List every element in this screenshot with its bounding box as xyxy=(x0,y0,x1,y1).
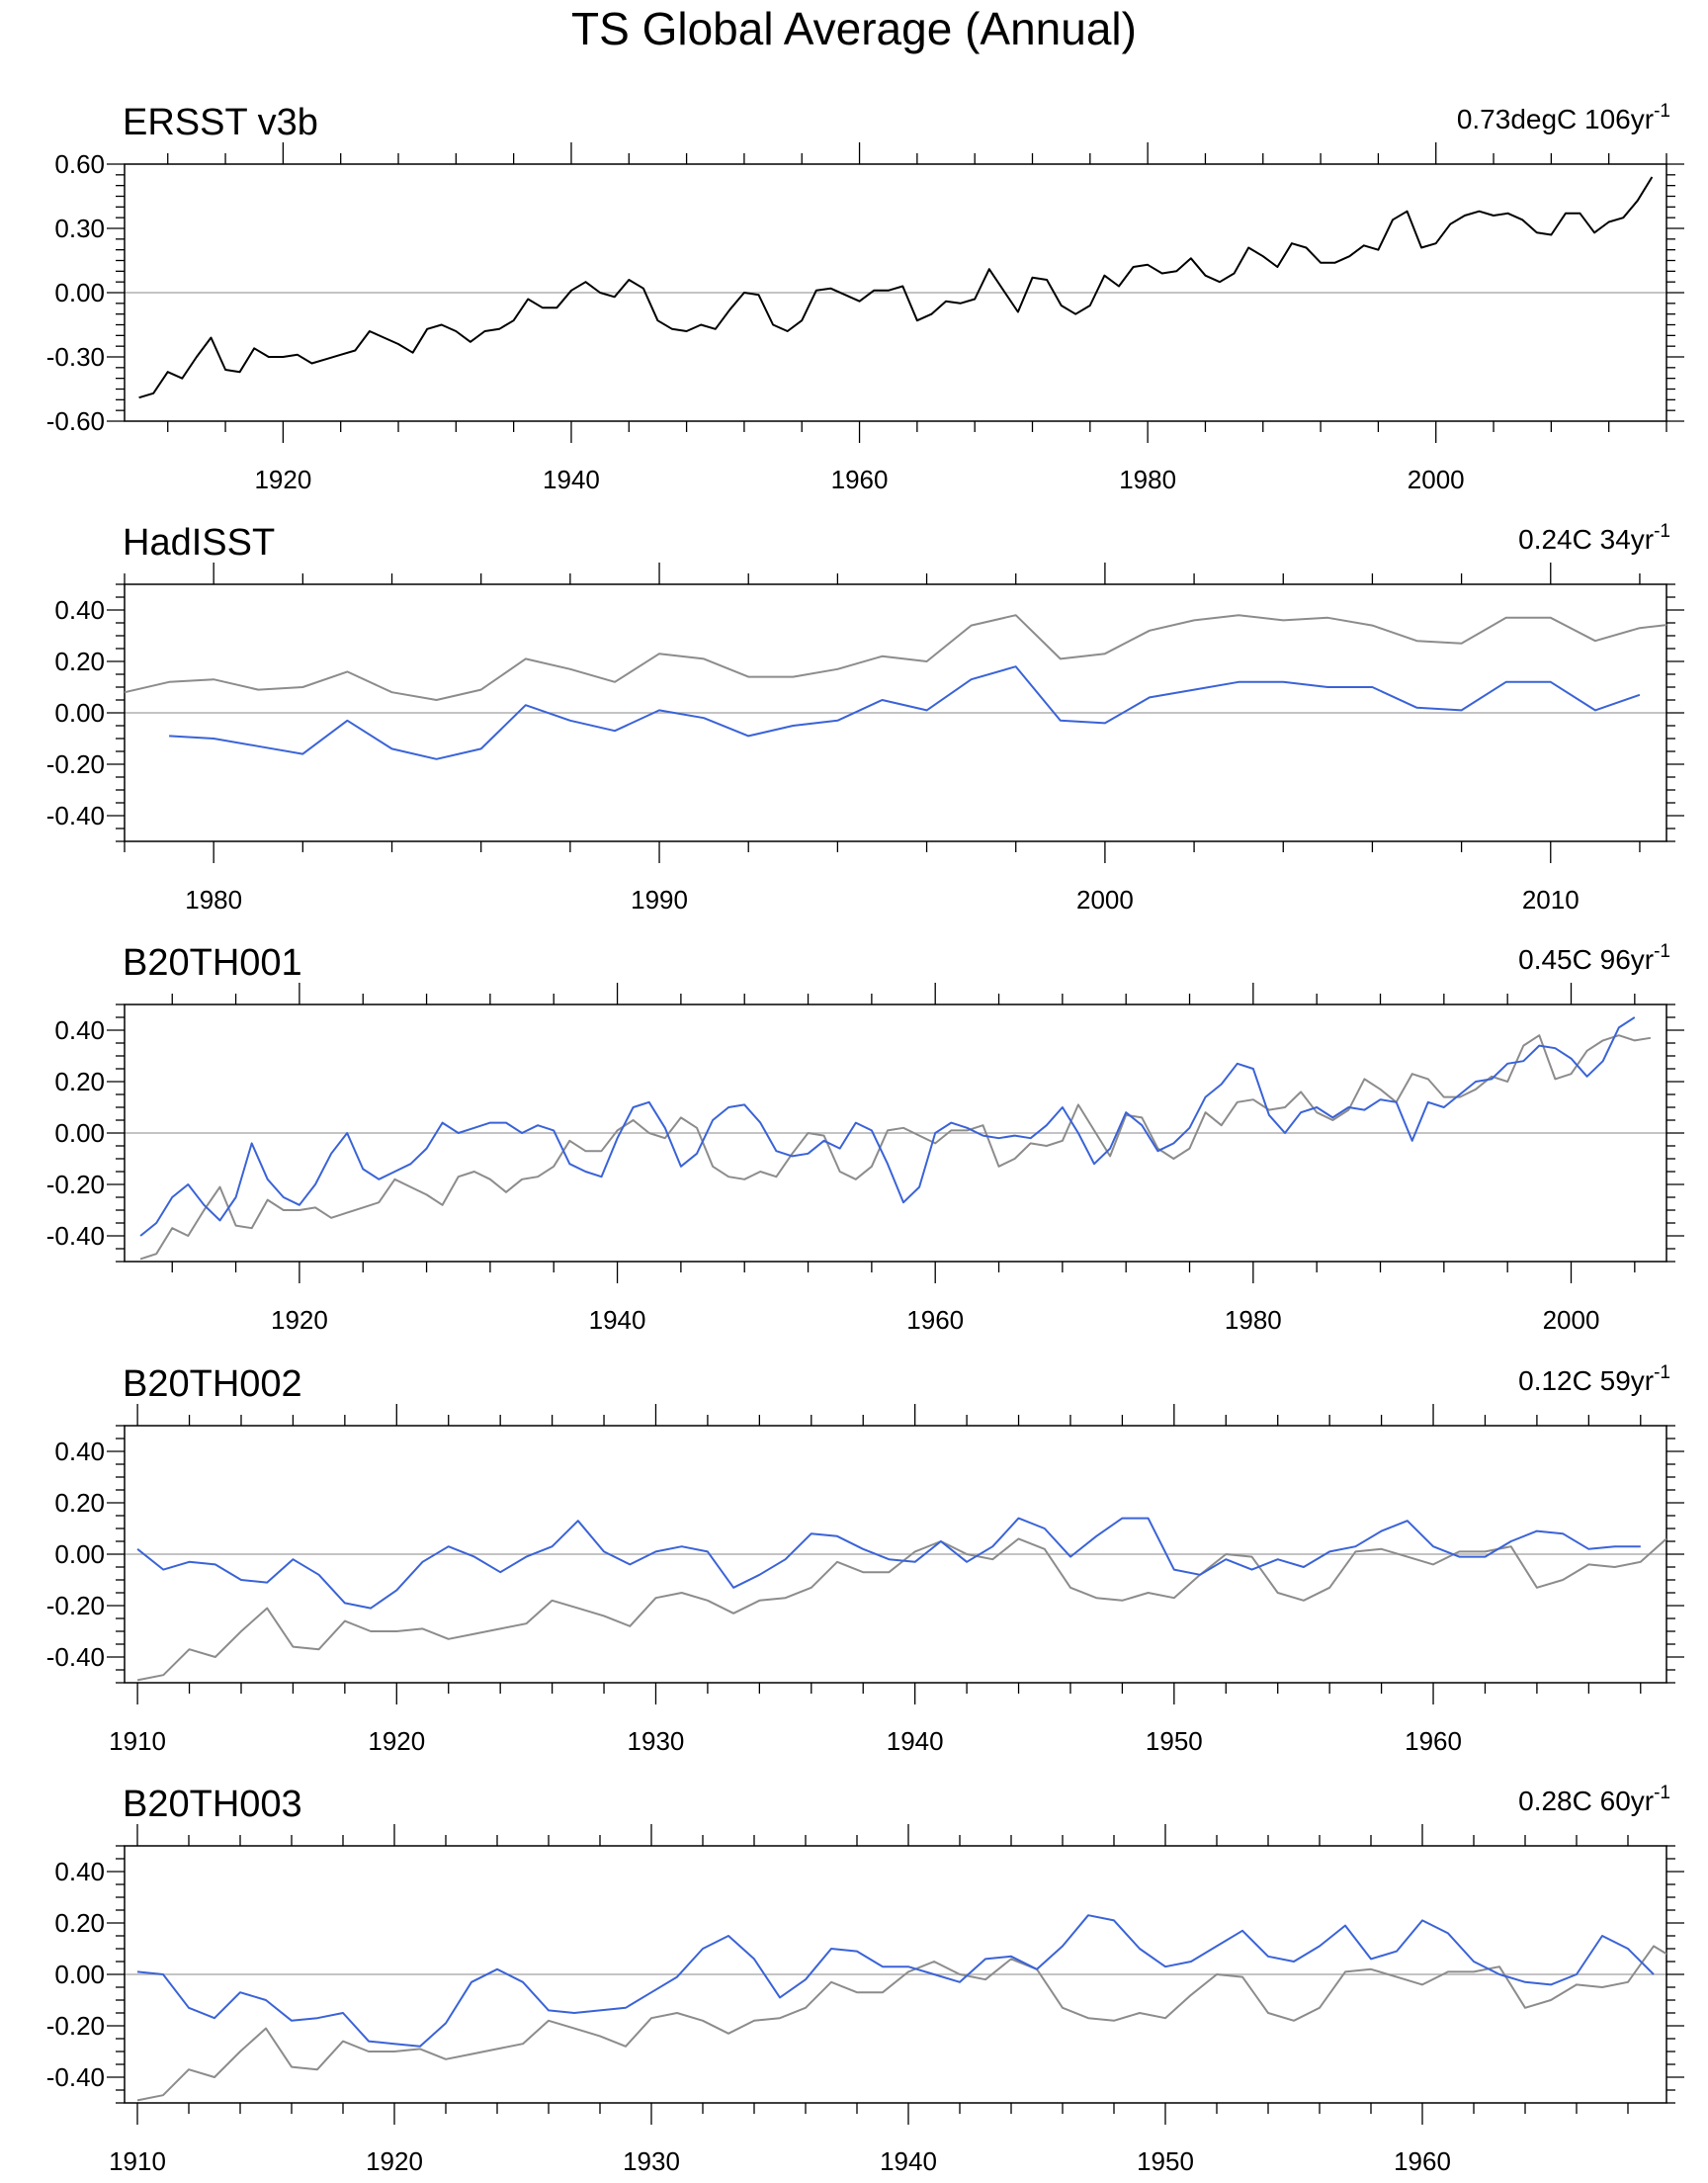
x-tick-label: 1980 xyxy=(185,885,242,915)
series-line-observed xyxy=(136,1537,1666,1682)
x-tick-label: 1990 xyxy=(631,885,688,915)
panel-title: HadISST xyxy=(123,522,275,564)
panel-title: B20TH003 xyxy=(123,1784,302,1825)
trend-value: 0.28C 60yr xyxy=(1518,1786,1654,1816)
panel-title: ERSST v3b xyxy=(123,102,318,143)
x-tick-label: 1910 xyxy=(109,2146,166,2176)
series-line-b20th001 xyxy=(139,1016,1636,1237)
trend-annotation: 0.24C 34yr-1 xyxy=(1518,521,1670,555)
x-tick-label: 1920 xyxy=(368,1726,425,1756)
x-tick-label: 1920 xyxy=(271,1305,328,1335)
panel-4: B20TH002 0.12C 59yr-1 -0.40 -0.20 0.00 0.20 0.… xyxy=(46,1362,1684,1756)
series-line-observed xyxy=(136,1945,1666,2102)
x-tick-label: 2000 xyxy=(1076,885,1134,915)
y-tick-label: 0.20 xyxy=(54,1488,105,1518)
trend-value: 0.24C 34yr xyxy=(1518,524,1654,555)
y-tick-label: -0.40 xyxy=(46,1642,105,1672)
y-tick-label: 0.00 xyxy=(54,278,105,307)
series-line-ersst-v3b xyxy=(138,176,1654,399)
series-line-b20th002 xyxy=(136,1517,1641,1610)
y-tick-label: 0.00 xyxy=(54,1960,105,1989)
x-tick-label: 1930 xyxy=(623,2146,680,2176)
trend-value: 0.73degC 106yr xyxy=(1457,104,1654,134)
x-tick-label: 2000 xyxy=(1543,1305,1600,1335)
y-tick-label: 0.20 xyxy=(54,1067,105,1096)
x-tick-label: 1960 xyxy=(831,465,889,494)
trend-superscript: -1 xyxy=(1654,521,1670,542)
x-tick-label: 2000 xyxy=(1408,465,1465,494)
x-tick-label: 1950 xyxy=(1146,1726,1203,1756)
y-tick-label: -0.40 xyxy=(46,801,105,830)
x-tick-label: 1930 xyxy=(628,1726,685,1756)
y-tick-label: 0.20 xyxy=(54,1908,105,1938)
trend-annotation: 0.12C 59yr-1 xyxy=(1518,1362,1670,1396)
x-tick-label: 1920 xyxy=(254,465,311,494)
panel-2: HadISST 0.24C 34yr-1 -0.40 -0.20 0.00 0.20 0.4… xyxy=(46,521,1684,915)
trend-annotation: 0.45C 96yr-1 xyxy=(1518,941,1670,975)
y-tick-label: -0.60 xyxy=(46,406,105,436)
y-tick-label: -0.40 xyxy=(46,2062,105,2092)
x-tick-label: 1920 xyxy=(366,2146,423,2176)
series-line-hadisst xyxy=(169,665,1641,760)
y-tick-label: 0.40 xyxy=(54,1015,105,1045)
panel-3: B20TH001 0.45C 96yr-1 -0.40 -0.20 0.00 0.20 0.… xyxy=(46,941,1684,1335)
series-line-observed xyxy=(139,1034,1652,1261)
x-tick-label: 1960 xyxy=(1394,2146,1451,2176)
y-tick-label: -0.30 xyxy=(46,342,105,372)
y-tick-label: -0.40 xyxy=(46,1221,105,1251)
y-tick-label: -0.20 xyxy=(46,749,105,779)
x-tick-label: 1940 xyxy=(543,465,600,494)
y-tick-label: 0.20 xyxy=(54,647,105,676)
x-tick-label: 2010 xyxy=(1522,885,1580,915)
y-tick-label: 0.00 xyxy=(54,1539,105,1569)
x-tick-label: 1940 xyxy=(887,1726,944,1756)
panel-1: ERSST v3b 0.73degC 106yr-1 -0.60 -0.30 0.00 0… xyxy=(46,101,1684,494)
y-tick-label: 0.40 xyxy=(54,595,105,625)
trend-superscript: -1 xyxy=(1654,941,1670,962)
series-line-observed xyxy=(125,614,1666,701)
panel-5: B20TH003 0.28C 60yr-1 -0.40 -0.20 0.00 0.20 0.… xyxy=(46,1783,1684,2176)
y-tick-label: 0.60 xyxy=(54,149,105,179)
trend-annotation: 0.73degC 106yr-1 xyxy=(1457,101,1670,134)
x-tick-label: 1960 xyxy=(1405,1726,1462,1756)
y-tick-label: 0.00 xyxy=(54,698,105,728)
y-tick-label: 0.30 xyxy=(54,214,105,243)
x-tick-label: 1910 xyxy=(109,1726,166,1756)
trend-annotation: 0.28C 60yr-1 xyxy=(1518,1783,1670,1816)
trend-superscript: -1 xyxy=(1654,101,1670,122)
panel-title: B20TH001 xyxy=(123,942,302,984)
page-title: TS Global Average (Annual) xyxy=(571,3,1137,54)
x-tick-label: 1980 xyxy=(1119,465,1176,494)
x-tick-label: 1980 xyxy=(1225,1305,1282,1335)
x-tick-label: 1960 xyxy=(906,1305,964,1335)
trend-value: 0.45C 96yr xyxy=(1518,944,1654,975)
trend-value: 0.12C 59yr xyxy=(1518,1365,1654,1396)
panel-title: B20TH002 xyxy=(123,1363,302,1405)
series-line-b20th003 xyxy=(136,1914,1655,2048)
x-tick-label: 1940 xyxy=(589,1305,646,1335)
y-tick-label: 0.40 xyxy=(54,1857,105,1886)
y-tick-label: -0.20 xyxy=(46,2011,105,2041)
y-tick-label: -0.20 xyxy=(46,1591,105,1620)
trend-superscript: -1 xyxy=(1654,1783,1670,1803)
y-tick-label: 0.00 xyxy=(54,1118,105,1148)
x-tick-label: 1940 xyxy=(880,2146,937,2176)
y-tick-label: 0.40 xyxy=(54,1437,105,1466)
trend-superscript: -1 xyxy=(1654,1362,1670,1383)
x-tick-label: 1950 xyxy=(1137,2146,1194,2176)
y-tick-label: -0.20 xyxy=(46,1170,105,1199)
